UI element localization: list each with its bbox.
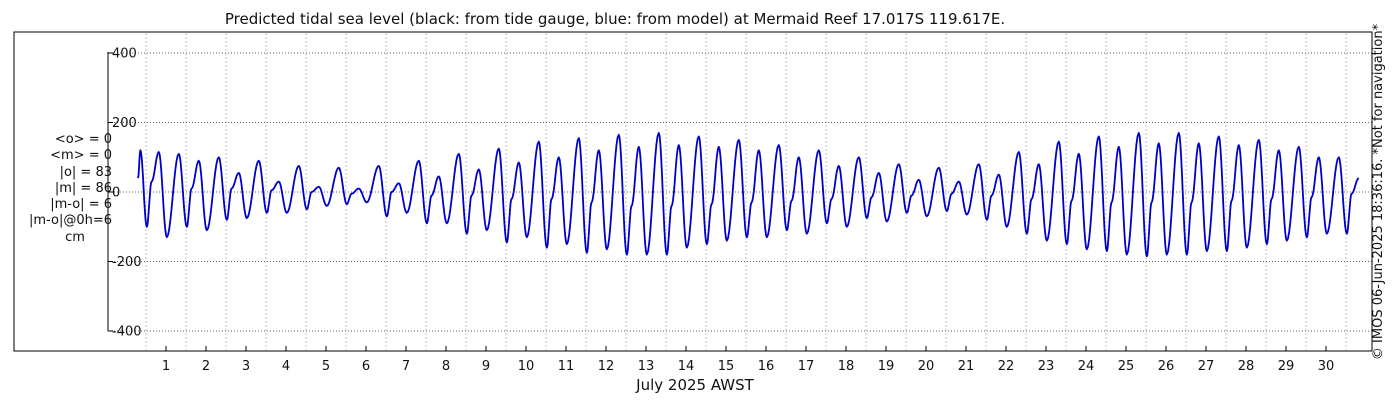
x-tick-label: 5 (322, 359, 330, 374)
x-tick-label: 8 (442, 359, 450, 374)
x-tick-label: 6 (362, 359, 370, 374)
copyright-notice: © IMOS 06-Jun-2025 18:36:16. *Not for na… (1371, 23, 1386, 361)
stat-mean-obs: <o> = 0 (54, 132, 112, 147)
stat-abs-model: |m| = 86 (54, 180, 112, 196)
x-tick-label: 10 (518, 359, 535, 374)
stat-abs-obs: |o| = 83 (59, 164, 112, 180)
x-tick-label: 3 (242, 359, 250, 374)
stat-unit: cm (65, 229, 85, 245)
plot-frame (13, 31, 1373, 352)
x-tick-label: 21 (958, 359, 975, 374)
x-tick-label: 14 (678, 359, 695, 374)
x-tick-label: 25 (1118, 359, 1135, 374)
x-tick-label: 7 (402, 359, 410, 374)
x-tick-label: 24 (1078, 359, 1095, 374)
x-tick-label: 11 (558, 359, 575, 374)
chart-title: Predicted tidal sea level (black: from t… (224, 10, 1006, 28)
x-tick-label: 18 (838, 359, 855, 374)
stat-mean-model: <m> = 0 (50, 148, 112, 164)
x-tick-label: 26 (1158, 359, 1175, 374)
x-tick-label: 12 (598, 359, 615, 374)
stats-panel: <o> = 0 <m> = 0 |o| = 83 |m| = 86 |m-o| … (14, 132, 112, 246)
x-tick-label: 20 (918, 359, 935, 374)
x-tick-label: 2 (202, 359, 210, 374)
stat-abs-diff-0h: |m-o|@0h=6 (29, 213, 112, 229)
stat-abs-diff: |m-o| = 6 (50, 197, 112, 213)
y-tick-label: 200 (112, 116, 137, 131)
series-layer (137, 132, 1360, 258)
series-line-model (137, 132, 1360, 258)
x-tick-label: 29 (1278, 359, 1295, 374)
x-tick-label: 17 (798, 359, 815, 374)
x-tick-label: 22 (998, 359, 1015, 374)
x-axis-label: July 2025 AWST (636, 376, 754, 394)
y-tick-label: -400 (112, 325, 142, 340)
x-tick-label: 28 (1238, 359, 1255, 374)
x-tick-label: 30 (1318, 359, 1335, 374)
x-tick-label: 16 (758, 359, 775, 374)
y-tick-label: 0 (112, 186, 120, 201)
y-tick-label: -200 (112, 255, 142, 270)
x-tick-label: 19 (878, 359, 895, 374)
grid (108, 33, 1372, 350)
x-tick-label: 9 (482, 359, 490, 374)
x-tick-label: 13 (638, 359, 655, 374)
x-tick-label: 27 (1198, 359, 1215, 374)
x-tick-label: 4 (282, 359, 290, 374)
y-tick-label: 400 (112, 47, 137, 62)
x-tick-label: 23 (1038, 359, 1055, 374)
x-tick-label: 15 (718, 359, 735, 374)
x-tick-label: 1 (162, 359, 170, 374)
